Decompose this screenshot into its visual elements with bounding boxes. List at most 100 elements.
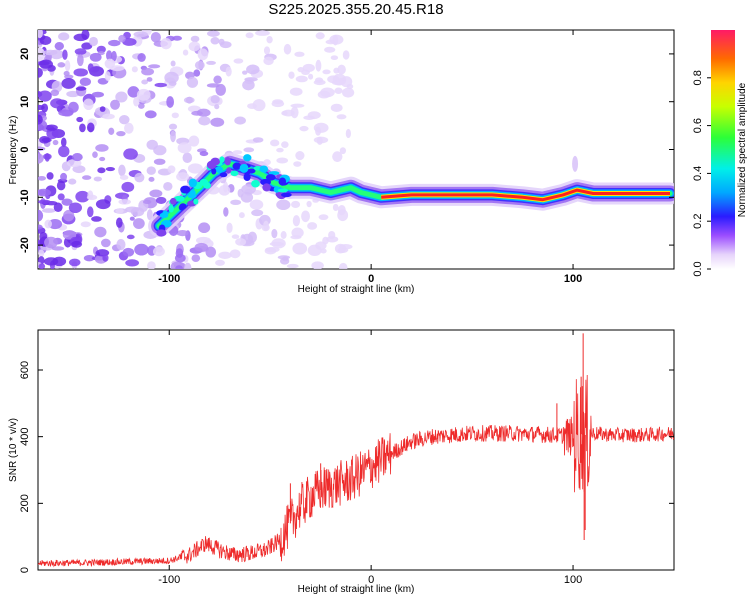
noise-blob: [155, 196, 167, 204]
noise-blob: [160, 38, 172, 50]
noise-blob: [82, 175, 92, 180]
noise-blob: [63, 209, 75, 222]
noise-blob: [134, 243, 149, 256]
noise-blob: [240, 192, 254, 203]
x-tick-label: 100: [564, 273, 582, 285]
noise-blob: [198, 116, 211, 126]
noise-blob: [307, 222, 318, 230]
noise-blob: [87, 206, 94, 218]
ridge-speckle: [265, 174, 276, 181]
noise-blob: [144, 110, 157, 119]
noise-blob: [38, 153, 44, 164]
noise-blob: [97, 167, 106, 174]
noise-blob: [182, 49, 189, 56]
noise-blob: [214, 104, 220, 110]
noise-blob: [184, 262, 192, 269]
noise-blob: [122, 247, 135, 257]
noise-blob: [121, 181, 135, 193]
noise-blob: [281, 141, 289, 149]
noise-blob: [198, 222, 211, 234]
noise-blob: [334, 87, 343, 94]
colorbar-tick-label: 0.0: [692, 261, 704, 276]
noise-blob: [141, 79, 149, 85]
ridge-speckle: [262, 183, 271, 192]
noise-blob: [53, 202, 63, 212]
snr-series-line: [38, 333, 674, 568]
ridge-speckle: [268, 171, 280, 176]
noise-blob: [141, 67, 155, 76]
noise-blob: [72, 165, 86, 174]
noise-blob: [332, 151, 343, 162]
noise-blob: [76, 116, 84, 123]
ridge-speckle: [278, 177, 287, 186]
noise-blob: [38, 175, 47, 181]
spectrogram-y-label: Frequency (Hz): [8, 116, 19, 185]
noise-blob: [133, 218, 145, 229]
noise-blob: [320, 248, 327, 254]
noise-blob: [110, 99, 120, 110]
noise-blob: [106, 50, 113, 61]
noise-blob: [270, 139, 280, 147]
noise-blob: [87, 190, 94, 200]
noise-blob: [206, 60, 216, 65]
x-tick-label: 100: [564, 574, 582, 586]
noise-blob: [115, 91, 128, 103]
noise-blob: [328, 230, 336, 240]
noise-blob: [293, 161, 302, 167]
noise-blob: [183, 97, 195, 104]
noise-blob: [172, 35, 183, 41]
noise-blob: [116, 238, 126, 251]
noise-blob: [149, 189, 163, 198]
noise-blob: [54, 42, 64, 51]
noise-blob: [81, 42, 93, 50]
noise-blob: [122, 37, 137, 46]
ridge-speckle: [178, 204, 185, 211]
noise-blob: [146, 77, 153, 82]
noise-blob: [71, 153, 83, 162]
snr-panel: -100 0 100 0 200 400 600 Height of straight l…: [8, 329, 675, 595]
noise-blob: [219, 41, 232, 49]
noise-blob: [99, 156, 106, 162]
noise-blob: [241, 184, 256, 195]
noise-blob: [164, 71, 179, 84]
noise-blob: [176, 172, 190, 182]
noise-blob: [58, 109, 74, 117]
noise-blob: [276, 157, 289, 164]
colorbar: 0.0 0.2 0.4 0.6 0.8 Normalized spectral ampl…: [692, 30, 748, 277]
noise-blob: [251, 209, 264, 217]
noise-blob: [153, 158, 166, 165]
ridge-speckle: [277, 188, 289, 193]
noise-blob: [147, 261, 156, 269]
noise-blob: [153, 145, 167, 156]
noise-blob: [213, 75, 222, 84]
ridge-speckle: [199, 178, 209, 186]
noise-blob: [242, 79, 255, 91]
noise-blob: [104, 58, 116, 69]
noise-blob: [174, 253, 186, 263]
x-tick-label: -100: [158, 574, 180, 586]
ridge-speckle: [259, 165, 269, 173]
y-tick-label: -20: [19, 237, 31, 253]
noise-blob: [177, 142, 192, 154]
snr-x-label: Height of straight line (km): [298, 584, 415, 595]
noise-blob: [80, 221, 91, 228]
ridge-speckle: [193, 198, 199, 205]
y-tick-label: 20: [19, 48, 31, 60]
noise-blob: [43, 257, 59, 266]
x-tick-label: 0: [368, 574, 374, 586]
noise-blob: [187, 163, 203, 174]
noise-blob: [133, 31, 149, 38]
noise-blob: [315, 32, 325, 40]
noise-blob: [38, 142, 43, 147]
noise-blob: [129, 216, 135, 221]
noise-blob: [186, 76, 199, 88]
noise-blob: [47, 218, 63, 230]
noise-blob: [60, 172, 68, 181]
noise-blob: [96, 45, 106, 54]
noise-blob: [102, 113, 115, 120]
noise-blob: [339, 147, 347, 155]
ridge-speckle: [188, 178, 198, 188]
noise-blob: [101, 238, 111, 248]
noise-blob: [294, 51, 305, 57]
noise-blob: [197, 48, 209, 61]
